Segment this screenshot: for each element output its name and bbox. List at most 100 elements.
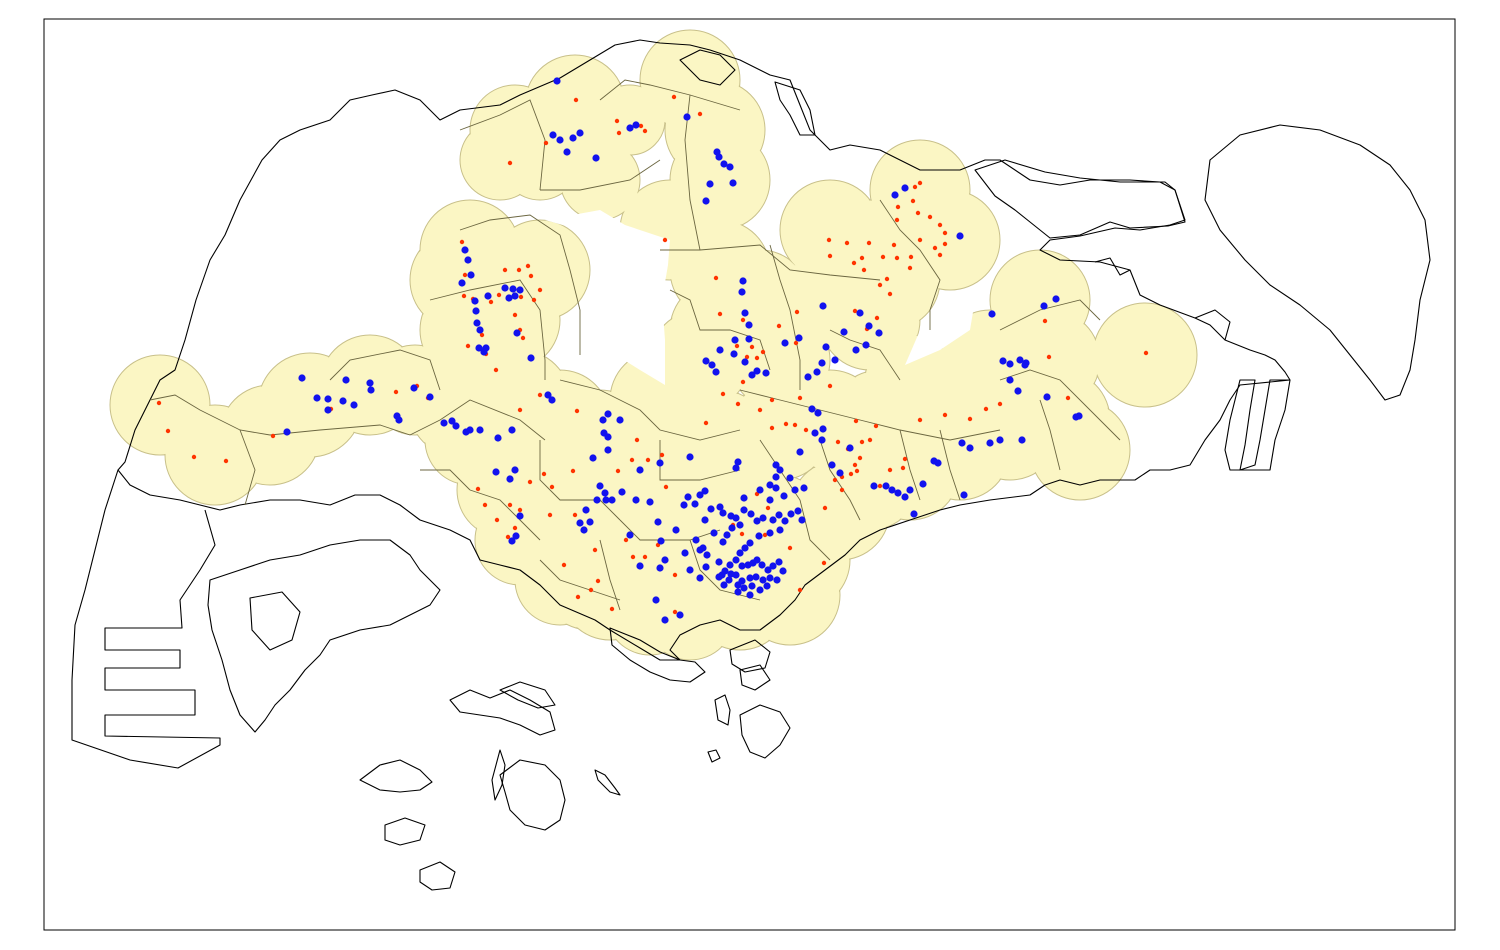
red-point-marker [461, 293, 467, 299]
blue-point-marker [691, 500, 699, 508]
blue-point-marker [646, 498, 654, 506]
southern-island-12 [707, 749, 721, 763]
district-boundary [269, 424, 411, 436]
red-point-marker [877, 483, 883, 489]
blue-point-marker [730, 350, 738, 358]
red-point-marker [479, 332, 485, 338]
blue-point-marker [589, 454, 597, 462]
blue-point-marker [728, 524, 736, 532]
red-point-marker [744, 354, 750, 360]
blue-point-marker [511, 292, 519, 300]
red-point-marker [475, 486, 481, 492]
red-point-marker [740, 317, 746, 323]
blue-point-marker [870, 482, 878, 490]
red-point-marker [917, 180, 923, 186]
blue-point-marker [772, 484, 780, 492]
red-point-marker [549, 484, 555, 490]
red-point-marker [894, 255, 900, 261]
blue-point-marker [440, 419, 448, 427]
red-point-marker [937, 222, 943, 228]
blue-point-marker [716, 503, 724, 511]
blue-point-marker [494, 434, 502, 442]
red-point-marker [908, 254, 914, 260]
red-point-marker [866, 240, 872, 246]
red-point-marker [270, 433, 276, 439]
blue-point-marker [882, 482, 890, 490]
blue-point-marker [747, 510, 755, 518]
blue-point-marker [759, 576, 767, 584]
blue-point-marker [681, 549, 689, 557]
blue-point-marker [738, 562, 746, 570]
blue-point-marker [734, 458, 742, 466]
red-point-marker [859, 255, 865, 261]
red-point-marker [1143, 350, 1149, 356]
blue-point-marker [794, 507, 802, 515]
red-point-marker [697, 111, 703, 117]
red-point-marker [1042, 318, 1048, 324]
red-point-marker [821, 560, 827, 566]
blue-point-marker [1072, 413, 1080, 421]
blue-point-marker [996, 436, 1004, 444]
district-boundary [689, 539, 761, 601]
blue-point-marker [723, 531, 731, 539]
red-point-marker [488, 299, 494, 305]
district-boundary [999, 369, 1121, 441]
blue-point-marker [732, 556, 740, 564]
blue-point-marker [395, 416, 403, 424]
blue-point-marker [748, 582, 756, 590]
southern-island-5 [491, 749, 506, 801]
red-point-marker [629, 457, 635, 463]
red-point-marker [997, 401, 1003, 407]
blue-point-marker [501, 284, 509, 292]
blue-point-marker [736, 549, 744, 557]
red-point-marker [757, 407, 763, 413]
blue-point-marker [715, 558, 723, 566]
blue-point-marker [732, 464, 740, 472]
southern-island-9 [714, 694, 731, 726]
red-point-marker [852, 462, 858, 468]
district-boundary [619, 519, 721, 541]
red-point-marker [191, 454, 197, 460]
red-point-marker [942, 241, 948, 247]
blue-point-marker [512, 532, 520, 540]
red-point-marker [525, 263, 531, 269]
blue-point-marker [741, 309, 749, 317]
blue-point-marker [781, 517, 789, 525]
red-point-marker [787, 545, 793, 551]
district-boundary [459, 99, 546, 191]
jurong-island-inner [249, 591, 301, 651]
southern-island-11 [739, 664, 771, 691]
blue-point-marker [452, 422, 460, 430]
district-boundary [739, 389, 1001, 441]
blue-point-marker [701, 487, 709, 495]
blue-point-marker [593, 496, 601, 504]
blue-point-marker [680, 501, 688, 509]
red-point-marker [616, 130, 622, 136]
blue-point-marker [819, 425, 827, 433]
blue-point-marker [808, 405, 816, 413]
blue-point-marker [715, 153, 723, 161]
blue-point-marker [692, 536, 700, 544]
blue-point-marker [787, 510, 795, 518]
red-point-marker [967, 416, 973, 422]
blue-point-marker [865, 322, 873, 330]
red-point-marker [517, 507, 523, 513]
service-buffer-fill [515, 415, 605, 505]
red-point-marker [645, 457, 651, 463]
blue-point-marker [745, 335, 753, 343]
blue-point-marker [471, 297, 479, 305]
blue-point-marker [796, 448, 804, 456]
blue-point-marker [966, 444, 974, 452]
southern-island-1 [449, 689, 556, 736]
blue-point-marker [752, 573, 760, 581]
red-point-marker [853, 418, 859, 424]
blue-point-marker [576, 519, 584, 527]
red-point-marker [502, 267, 508, 273]
blue-point-marker [492, 468, 500, 476]
red-point-marker [615, 468, 621, 474]
red-point-marker [156, 400, 162, 406]
east-coast-detail [1194, 309, 1231, 341]
district-boundary [660, 244, 881, 281]
blue-point-marker [686, 566, 694, 574]
blue-point-marker [699, 544, 707, 552]
